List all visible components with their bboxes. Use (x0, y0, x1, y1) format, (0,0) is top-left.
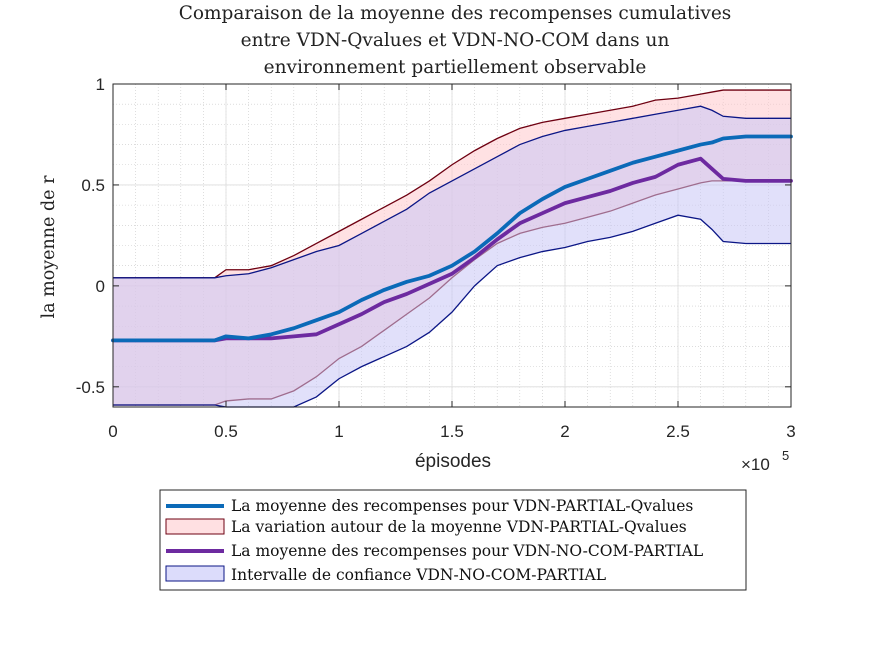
y-tick-label: -0.5 (76, 378, 105, 397)
legend-label-nocom-mean: La moyenne des recompenses pour VDN-NO-C… (231, 542, 703, 560)
y-tick-label: 1 (96, 75, 105, 94)
x-axis-label: épisodes (415, 451, 491, 472)
x-tick-labels: 0 0.5 1 1.5 2 2.5 3 (108, 422, 795, 441)
legend-box (159, 489, 747, 591)
chart-title: Comparaison de la moyenne des recompense… (179, 3, 732, 78)
legend-label-nocom-band: Intervalle de confiance VDN-NO-COM-PARTI… (231, 566, 606, 584)
legend-swatch-nocom-band (165, 565, 225, 582)
x-exponent: ×10 5 (741, 448, 789, 474)
legend-item-nocom-band: Intervalle de confiance VDN-NO-COM-PARTI… (165, 565, 606, 584)
legend-label-qvalues-band: La variation autour de la moyenne VDN-PA… (231, 518, 687, 536)
x-tick-label: 0 (108, 422, 117, 441)
chart-title-line-2: entre VDN-Qvalues et VDN-NO-COM dans un (241, 30, 670, 51)
legend-item-nocom-mean: La moyenne des recompenses pour VDN-NO-C… (166, 542, 703, 560)
y-tick-labels: -0.5 0 0.5 1 (76, 75, 105, 397)
x-exponent-power: 5 (782, 448, 789, 463)
legend-label-qvalues-mean: La moyenne des recompenses pour VDN-PART… (231, 497, 693, 515)
y-tick-label: 0.5 (81, 176, 105, 195)
legend-item-qvalues-band: La variation autour de la moyenne VDN-PA… (165, 518, 687, 536)
x-tick-label: 0.5 (214, 422, 238, 441)
y-tick-label: 0 (96, 277, 105, 296)
y-axis-label: la moyenne de r (39, 175, 59, 319)
x-tick-label: 1 (334, 422, 343, 441)
x-exponent-base: ×10 (741, 455, 770, 474)
x-tick-label: 3 (786, 422, 795, 441)
mean-lines (111, 134, 793, 343)
x-tick-label: 2.5 (666, 422, 690, 441)
band-upper-edge-2 (113, 105, 791, 279)
legend-swatch-qvalues-band (165, 518, 225, 535)
legend-item-qvalues-mean: La moyenne des recompenses pour VDN-PART… (166, 497, 693, 515)
band-upper-edge-1 (113, 89, 791, 279)
mean-line-nocom (111, 156, 793, 343)
chart-title-line-3: environnement partiellement observable (264, 57, 647, 78)
x-tick-label: 1.5 (440, 422, 464, 441)
axes (112, 83, 792, 408)
legend: La moyenne des recompenses pour VDN-PART… (159, 489, 747, 591)
x-tick-label: 2 (560, 422, 569, 441)
mean-line-qvalues (111, 134, 793, 343)
chart-title-line-1: Comparaison de la moyenne des recompense… (179, 3, 732, 24)
